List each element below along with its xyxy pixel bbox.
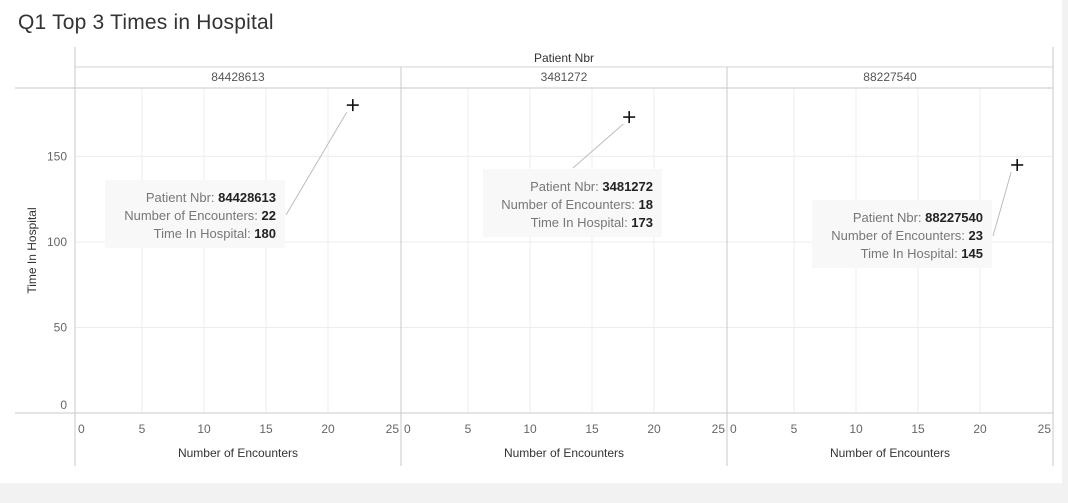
x-tick-label: 0: [404, 422, 411, 436]
annotation-row: Time In Hospital: 180: [154, 226, 276, 241]
x-tick-label: 10: [849, 422, 863, 436]
annotation-leader: [572, 123, 624, 169]
x-tick-label: 5: [465, 422, 472, 436]
annotation-label: Number of Encounters:: [501, 197, 638, 212]
annotation-row: Number of Encounters: 18: [501, 197, 653, 212]
annotation-label: Time In Hospital:: [154, 226, 255, 241]
annotation-label: Number of Encounters:: [124, 208, 261, 223]
annotation-row: Patient Nbr: 3481272: [530, 179, 653, 194]
chart-card: Q1 Top 3 Times in Hospital Patient Nbr 0 5…: [0, 0, 1062, 483]
x-tick-label: 15: [259, 422, 273, 436]
y-axis-label: Time In Hospital: [25, 207, 39, 293]
panel-header: 84428613: [211, 70, 265, 84]
x-tick-label: 10: [523, 422, 537, 436]
x-tick-label: 0: [78, 422, 85, 436]
x-tick-label: 25: [712, 422, 726, 436]
annotation-value: 84428613: [218, 190, 276, 205]
annotation-value: 22: [262, 208, 276, 223]
annotation-row: Patient Nbr: 84428613: [146, 190, 276, 205]
x-tick-label: 15: [911, 422, 925, 436]
panel-header: 88227540: [863, 70, 917, 84]
annotation-row: Time In Hospital: 145: [861, 246, 983, 261]
panel-header: 3481272: [541, 70, 588, 84]
x-tick-label: 5: [139, 422, 146, 436]
annotation-box: [812, 200, 992, 268]
x-tick-label: 25: [1038, 422, 1052, 436]
annotation-leader: [992, 171, 1012, 237]
column-header: Patient Nbr: [534, 51, 594, 65]
x-tick-label: 20: [647, 422, 661, 436]
annotation-label: Number of Encounters:: [831, 228, 968, 243]
annotation-label: Patient Nbr:: [530, 179, 602, 194]
y-tick-label: 50: [54, 320, 68, 334]
annotation-value: 145: [961, 246, 983, 261]
x-tick-label: 5: [791, 422, 798, 436]
annotation-row: Number of Encounters: 23: [831, 228, 983, 243]
annotation-box: [105, 180, 285, 248]
annotation-value: 180: [254, 226, 276, 241]
data-point[interactable]: [346, 99, 359, 112]
data-point[interactable]: [1011, 158, 1024, 171]
annotation-leader: [285, 111, 348, 216]
x-axis-label: Number of Encounters: [504, 446, 624, 460]
annotation-value: 173: [631, 215, 653, 230]
x-tick-label: 0: [730, 422, 737, 436]
x-tick-label: 15: [585, 422, 599, 436]
page-title: Q1 Top 3 Times in Hospital: [18, 11, 274, 34]
x-axis-label: Number of Encounters: [178, 446, 298, 460]
data-point[interactable]: [623, 111, 636, 124]
annotation-label: Patient Nbr:: [853, 210, 925, 225]
annotation-value: 23: [969, 228, 983, 243]
annotation-value: 3481272: [602, 179, 653, 194]
x-axis-label: Number of Encounters: [830, 446, 950, 460]
annotation-value: 88227540: [925, 210, 983, 225]
x-tick-label: 10: [197, 422, 211, 436]
x-tick-label: 20: [321, 422, 335, 436]
annotation-label: Patient Nbr:: [146, 190, 218, 205]
annotation-label: Time In Hospital:: [531, 215, 632, 230]
annotation-value: 18: [639, 197, 653, 212]
y-tick-label: 100: [47, 235, 67, 249]
x-tick-label: 25: [386, 422, 400, 436]
annotation-row: Time In Hospital: 173: [531, 215, 653, 230]
annotation-box: [483, 169, 662, 237]
annotation-row: Patient Nbr: 88227540: [853, 210, 983, 225]
annotation-row: Number of Encounters: 22: [124, 208, 276, 223]
annotation-label: Time In Hospital:: [861, 246, 962, 261]
y-tick-label: 0: [60, 398, 67, 412]
x-tick-label: 20: [973, 422, 987, 436]
y-tick-label: 150: [47, 149, 67, 163]
